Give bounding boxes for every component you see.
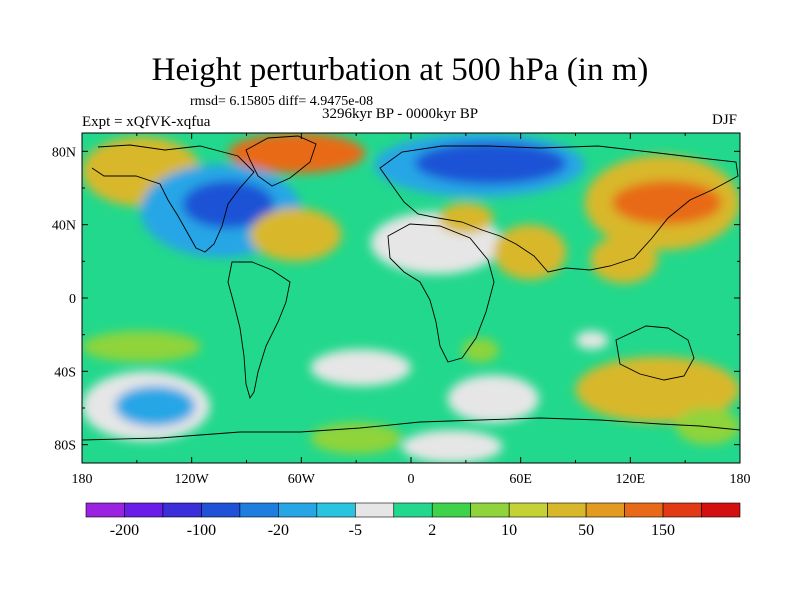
anomaly-region — [310, 349, 411, 386]
colorbar-swatch — [662, 502, 702, 518]
colorbar-swatch — [470, 502, 510, 518]
colorbar-label: -20 — [268, 522, 289, 539]
coastline-australia — [615, 325, 695, 381]
colorbar: -200 -100 -20 -5 2 10 50 150 — [85, 502, 741, 539]
x-tick-label: 60E — [509, 472, 532, 487]
colorbar-swatch — [393, 502, 433, 518]
anomaly-region — [575, 331, 609, 350]
colorbar-swatch — [124, 502, 164, 518]
chart-title: Height perturbation at 500 hPa (in m) — [151, 52, 649, 88]
anomaly-region — [250, 208, 342, 262]
coastline-eurasia — [379, 145, 739, 273]
colorbar-swatch — [431, 502, 472, 518]
x-tick-label: 120W — [175, 472, 210, 487]
anomaly-region — [438, 202, 494, 234]
anomaly-region — [310, 422, 402, 454]
stats-line: rmsd= 6.15805 diff= 4.9475e-08 — [190, 94, 374, 109]
coastline-africa — [387, 223, 495, 363]
colorbar-label: -200 — [110, 522, 139, 539]
coastline-south-america — [227, 261, 291, 400]
anomaly-region — [612, 180, 722, 225]
y-tick-label: 80S — [54, 439, 76, 454]
x-tick-label: 180 — [72, 472, 93, 487]
contour-field — [82, 133, 740, 463]
y-tick-label: 40N — [52, 219, 76, 234]
colorbar-swatch — [547, 502, 587, 518]
anomaly-region — [82, 331, 201, 363]
colorbar-swatch — [316, 502, 356, 518]
coastline-greenland — [245, 135, 317, 187]
colorbar-label: -100 — [187, 522, 216, 539]
anomaly-region — [401, 430, 503, 463]
y-tick-label: 0 — [69, 292, 76, 307]
y-axis: 80N 40N 0 40S 80S — [52, 145, 740, 454]
anomaly-region — [575, 356, 740, 423]
anomaly-region — [114, 386, 196, 427]
y-tick-label: 40S — [54, 365, 76, 380]
period-label: 3296kyr BP - 0000kyr BP — [322, 106, 479, 122]
colorbar-label: -5 — [349, 522, 362, 539]
colorbar-label: 50 — [578, 522, 594, 539]
colorbar-swatch — [201, 502, 241, 518]
anomaly-region — [493, 224, 567, 280]
coastlines — [82, 135, 740, 441]
x-tick-label: 0 — [408, 472, 415, 487]
colorbar-label: 2 — [428, 522, 436, 539]
colorbar-label: 150 — [651, 522, 675, 539]
experiment-label: Expt = xQfVK-xqfua — [82, 114, 211, 130]
colorbar-swatch — [239, 502, 279, 518]
colorbar-swatch — [585, 502, 625, 518]
plot-area — [82, 133, 740, 463]
coastline-north-america — [91, 144, 255, 253]
anomaly-region — [228, 133, 366, 174]
colorbar-label: 10 — [501, 522, 517, 539]
x-axis: 180 120W 60W 0 60E 120E 180 — [72, 133, 751, 487]
colorbar-swatch — [624, 502, 664, 518]
anomaly-region — [414, 142, 567, 185]
anomaly-region — [590, 235, 658, 284]
x-tick-label: 120E — [616, 472, 646, 487]
colorbar-swatch — [278, 502, 318, 518]
y-tick-label: 80N — [52, 145, 76, 160]
colorbar-swatch — [508, 502, 548, 518]
x-tick-label: 180 — [730, 472, 751, 487]
colorbar-swatch — [85, 502, 125, 518]
colorbar-swatch — [701, 502, 741, 518]
colorbar-swatch — [162, 502, 202, 518]
coastline-antarctica — [82, 417, 740, 441]
colorbar-swatch — [354, 502, 395, 518]
anomaly-region — [676, 408, 740, 445]
x-tick-label: 60W — [288, 472, 316, 487]
season-label: DJF — [712, 112, 738, 128]
anomaly-region — [447, 375, 539, 423]
